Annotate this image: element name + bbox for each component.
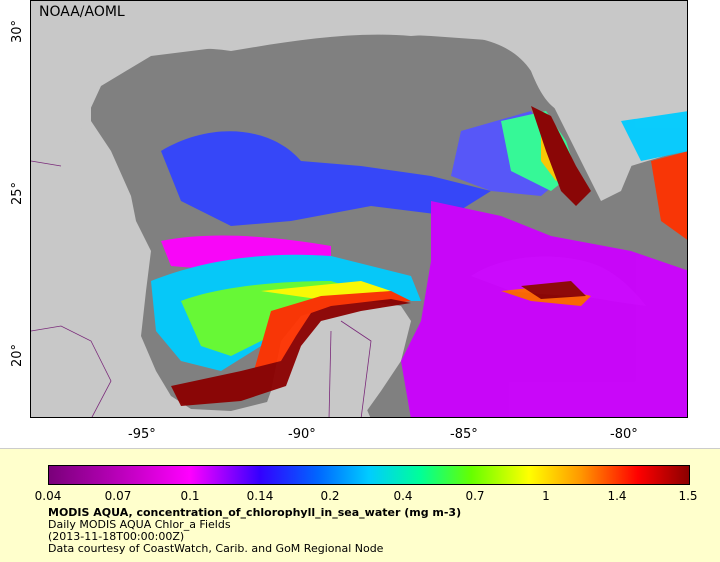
colorbar-tick: 0.2 (320, 489, 340, 503)
lat-tick-25: 25° (10, 181, 26, 206)
colorbar-tick: 1.5 (678, 489, 698, 503)
legend-title: MODIS AQUA, concentration_of_chlorophyll… (48, 506, 462, 519)
map-frame: NOAA/AOML (30, 0, 688, 418)
chlorophyll-map (31, 1, 687, 417)
colorbar-tick: 0.14 (246, 489, 274, 503)
colorbar-tick: 0.04 (34, 489, 62, 503)
north-coast (31, 1, 521, 251)
lat-tick-30: 30° (10, 19, 26, 44)
colorbar-tick: 0.1 (180, 489, 200, 503)
legend-line3: (2013-11-18T00:00:00Z) (48, 530, 185, 543)
lon-tick-95: -95° (128, 427, 156, 442)
legend-line4: Data courtesy of CoastWatch, Carib. and … (48, 542, 384, 555)
colorbar (48, 465, 690, 485)
florida (521, 1, 651, 201)
colorbar-tick: 0.7 (465, 489, 485, 503)
colorbar-tick: 1.4 (607, 489, 627, 503)
colorbar-tick: 1 (542, 489, 550, 503)
colorbar-tick: 0.07 (104, 489, 132, 503)
credit-label: NOAA/AOML (39, 4, 125, 20)
colorbar-tick: 0.4 (393, 489, 413, 503)
lon-tick-80: -80° (610, 427, 638, 442)
political-borders (31, 160, 372, 417)
lon-tick-90: -90° (288, 427, 316, 442)
legend-line2: Daily MODIS AQUA Chlor_a Fields (48, 518, 231, 531)
chlorophyll-patches (151, 106, 687, 417)
lat-tick-20: 20° (10, 343, 26, 368)
lon-tick-85: -85° (450, 427, 478, 442)
